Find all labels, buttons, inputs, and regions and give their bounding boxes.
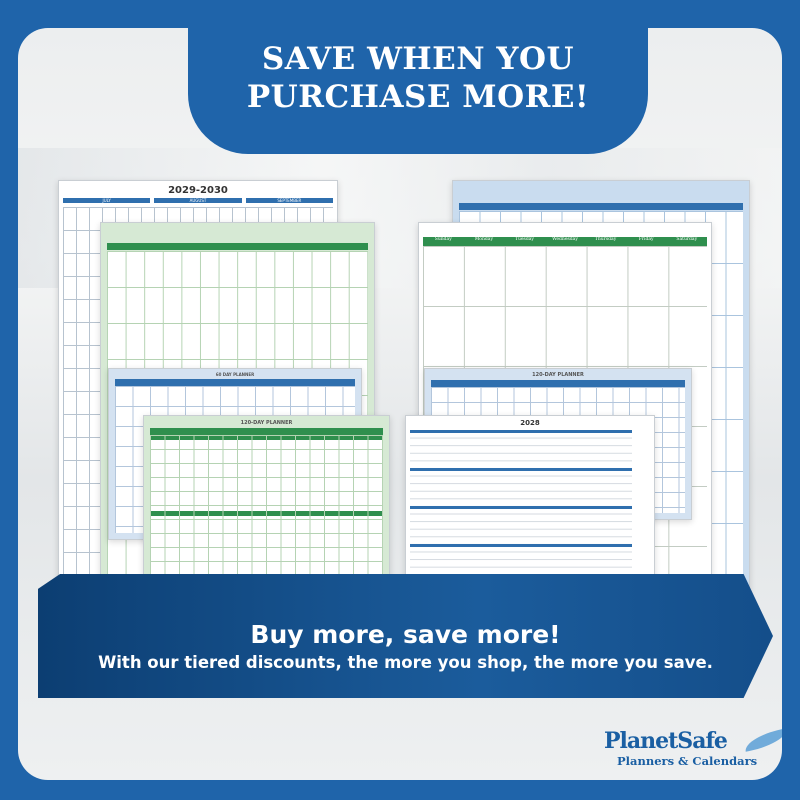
headline-line-1: SAVE WHEN YOU [261, 41, 575, 77]
weekday: Friday [638, 237, 654, 242]
calendar-2028: 2028 [405, 415, 655, 583]
weekday: Wednesday [552, 237, 578, 242]
weekday: Tuesday [514, 237, 534, 242]
month-label: JULY [63, 198, 151, 203]
background-panel: 2029-2030 JULY AUGUST SEPTEMBER Sunday M… [18, 28, 782, 780]
banner-subline: With our tiered discounts, the more you … [98, 653, 713, 672]
planner-title: 60 DAY PLANNER [215, 372, 255, 377]
promo-banner: Buy more, save more! With our tiered dis… [38, 574, 773, 698]
weekday: Thursday [594, 237, 617, 242]
banner-headline: Buy more, save more! [250, 620, 561, 649]
month-label: AUGUST [154, 198, 242, 203]
planner-title: 120-DAY PLANNER [532, 372, 584, 378]
planner-title: 120-DAY PLANNER [240, 420, 293, 426]
planner-120-day-green: 120-DAY PLANNER [143, 415, 390, 585]
headline-tab: SAVE WHEN YOU PURCHASE MORE! [188, 28, 648, 154]
weekday: Monday [474, 237, 494, 242]
planetsafe-logo: PlanetSafe Planners & Calendars [604, 728, 782, 768]
yearly-title: 2029-2030 [168, 185, 228, 196]
headline-line-2: PURCHASE MORE! [246, 79, 590, 115]
weekday: Sunday [434, 237, 452, 242]
logo-name: PlanetSafe [604, 728, 728, 754]
month-label: SEPTEMBER [245, 198, 333, 203]
logo-tagline: Planners & Calendars [617, 754, 758, 768]
weekday-header: Sunday Monday Tuesday Wednesday Thursday… [423, 237, 707, 246]
calendar-year: 2028 [520, 419, 540, 427]
weekday: Saturday [676, 237, 698, 242]
